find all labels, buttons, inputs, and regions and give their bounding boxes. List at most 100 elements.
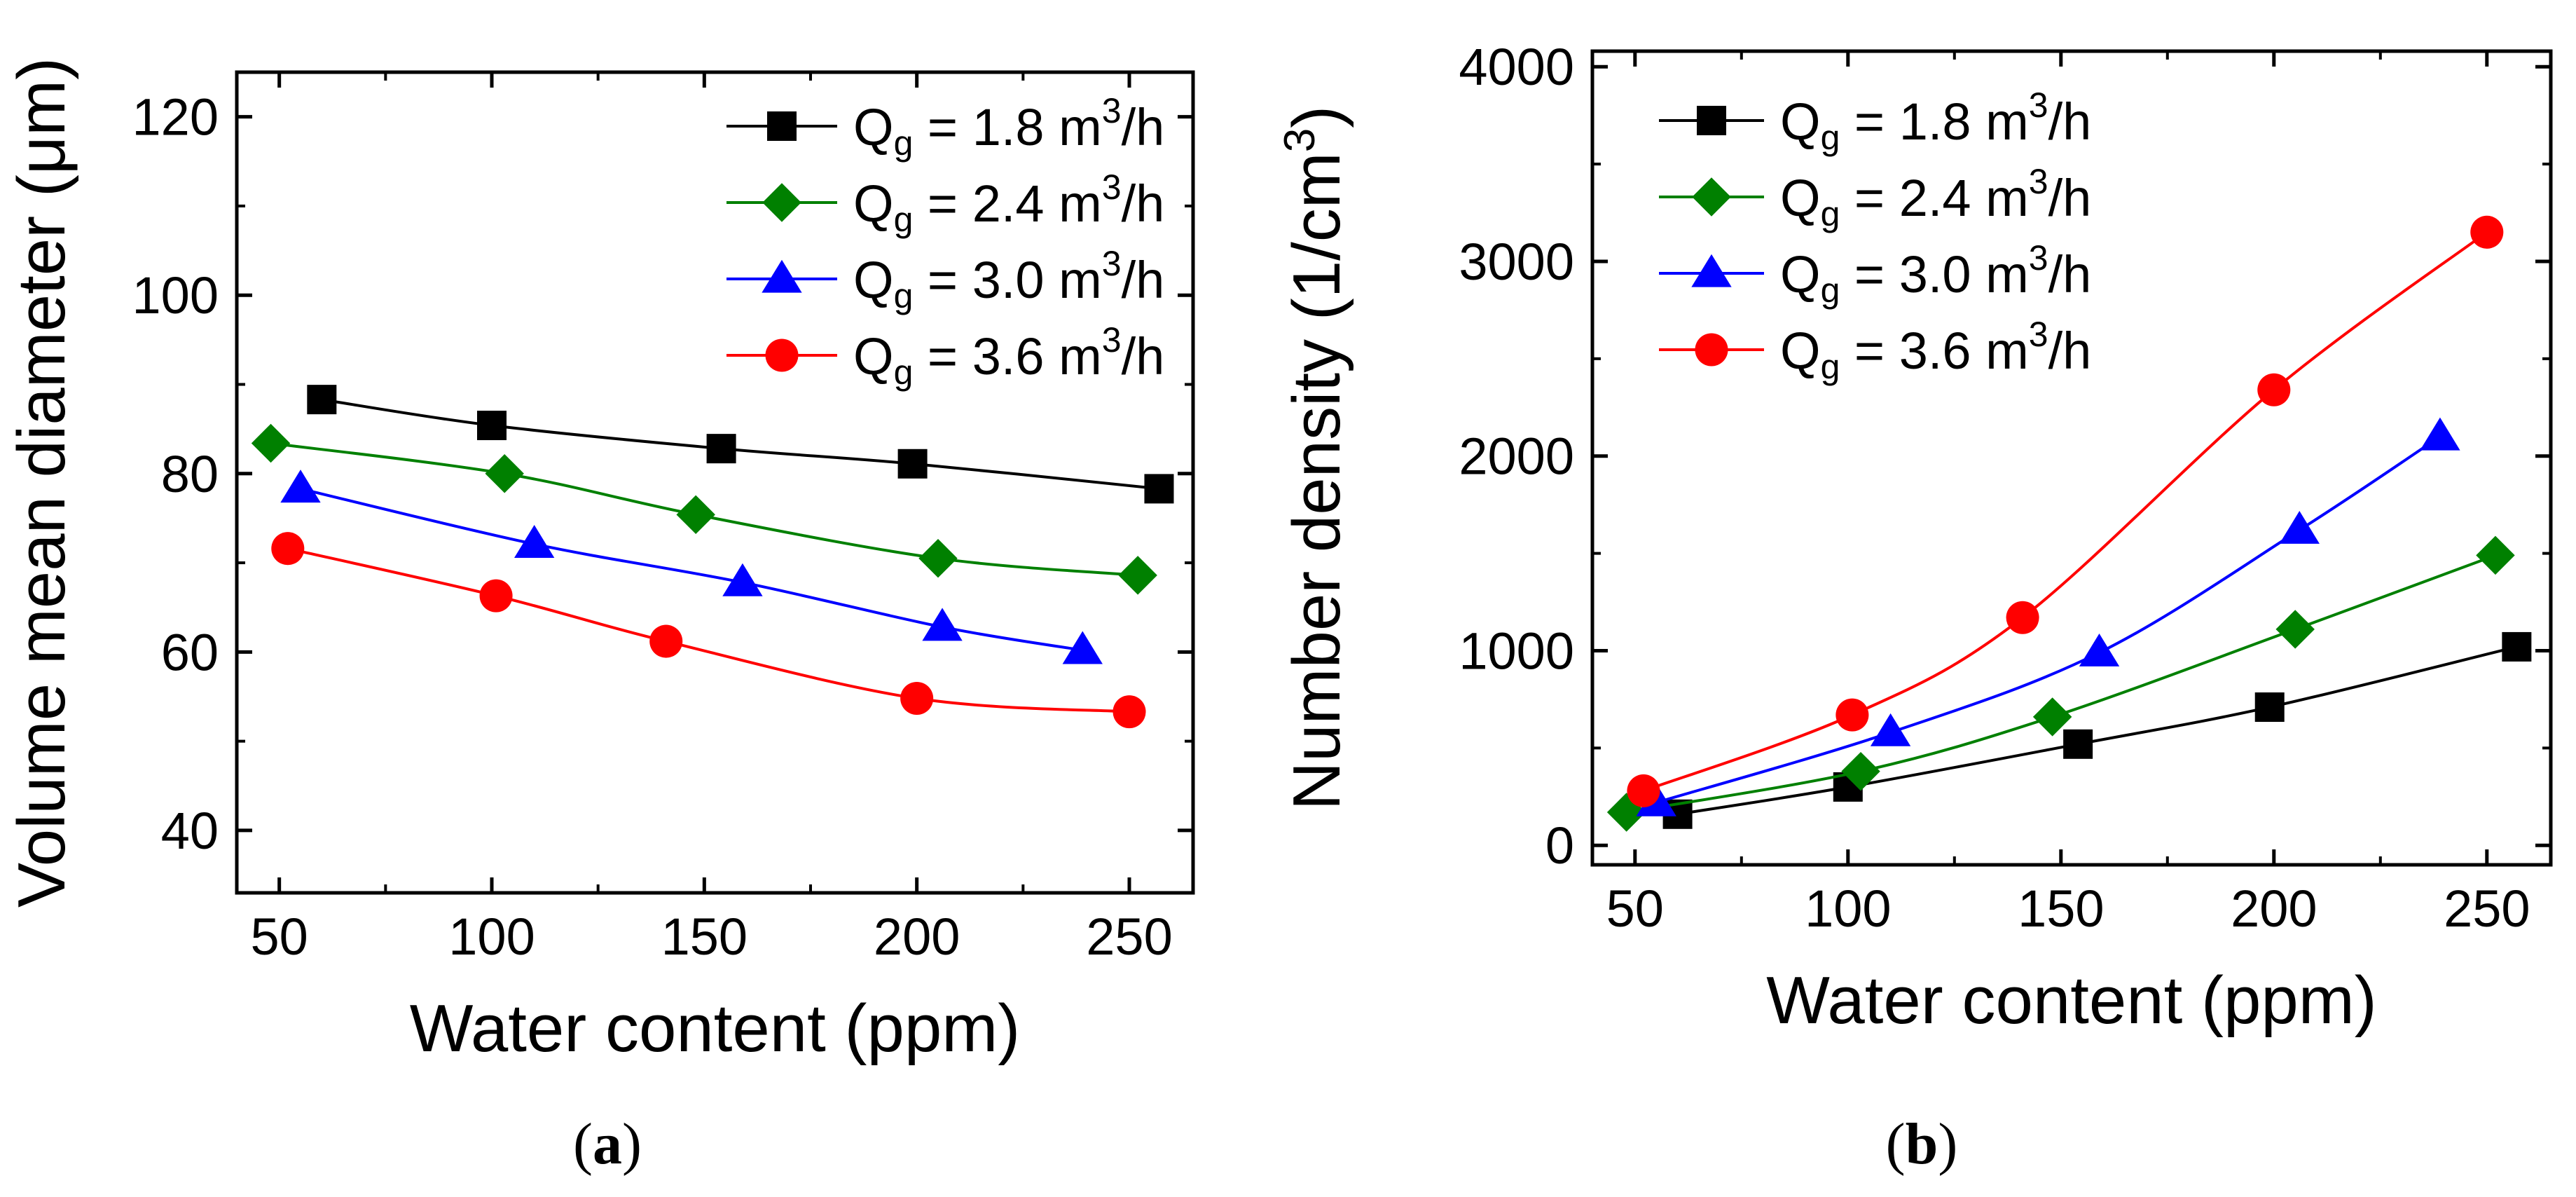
legend-label: Qg = 3.0 m3/h xyxy=(1780,238,2091,310)
x-tick-label: 100 xyxy=(1805,880,1891,938)
legend-marker xyxy=(762,259,802,293)
data-point xyxy=(922,608,963,641)
series-1.8 xyxy=(307,385,1174,504)
series-line xyxy=(322,398,1159,491)
data-point xyxy=(2006,601,2039,634)
data-point xyxy=(2502,631,2532,662)
data-point xyxy=(307,385,337,415)
data-point xyxy=(918,538,958,578)
legend-marker xyxy=(765,338,799,372)
data-point xyxy=(1113,695,1146,729)
series-3.6 xyxy=(271,532,1146,729)
legend-label: Qg = 1.8 m3/h xyxy=(853,91,1164,163)
x-tick-label: 50 xyxy=(251,908,308,966)
y-tick-label: 100 xyxy=(132,266,219,324)
y-axis-label: Number density (1/cm3) xyxy=(1276,106,1354,810)
data-point xyxy=(2257,373,2291,406)
x-tick-label: 250 xyxy=(1086,908,1172,966)
legend-marker xyxy=(1695,333,1728,367)
chart-panel-a: 50 100 150 200 250 40 60 80 100 120 Water content … xyxy=(4,57,1195,1066)
x-tick-label: 150 xyxy=(2018,880,2104,938)
legend-entry: Qg = 1.8 m3/h xyxy=(1659,86,2091,157)
legend-marker xyxy=(1691,254,1732,287)
data-point xyxy=(251,423,291,463)
plot-frame xyxy=(235,70,1195,895)
series-line xyxy=(287,547,1130,713)
series-line xyxy=(300,487,1083,652)
series-3.6 xyxy=(1627,215,2504,807)
data-point xyxy=(2279,510,2320,544)
y-tick-label: 120 xyxy=(132,88,219,146)
y-tick-label: 0 xyxy=(1545,816,1574,875)
panel-caption-b: (b) xyxy=(1886,1112,1958,1177)
data-point xyxy=(280,470,321,503)
data-point xyxy=(514,525,555,558)
legend-entry: Qg = 3.0 m3/h xyxy=(1659,238,2091,310)
chart-panel-b: 50 100 150 200 250 0 1000 2000 3000 4000 Water con… xyxy=(1276,38,2553,1038)
series-3.0 xyxy=(1636,417,2460,816)
series-line xyxy=(1677,645,2517,816)
y-tick-label: 3000 xyxy=(1459,233,1574,291)
data-point xyxy=(2420,417,2460,451)
plot-frame xyxy=(1590,49,2553,867)
x-tick-label: 200 xyxy=(2231,880,2317,938)
legend-label: Qg = 3.6 m3/h xyxy=(1780,315,2091,386)
y-tick-label: 80 xyxy=(161,445,219,503)
legend-label: Qg = 1.8 m3/h xyxy=(1780,86,2091,157)
x-tick-label: 250 xyxy=(2444,880,2530,938)
data-point xyxy=(1841,751,1880,791)
legend-label: Qg = 2.4 m3/h xyxy=(853,167,1164,239)
y-tick-label: 4000 xyxy=(1459,38,1574,96)
series-line xyxy=(1643,231,2488,793)
data-point xyxy=(1144,474,1174,504)
y-tick-label: 40 xyxy=(161,802,219,860)
data-point xyxy=(676,495,715,535)
data-point xyxy=(2470,215,2504,249)
legend-label: Qg = 3.0 m3/h xyxy=(853,244,1164,315)
legend-label: Qg = 2.4 m3/h xyxy=(1780,162,2091,233)
data-point xyxy=(1627,774,1660,807)
x-axis-label: Water content (ppm) xyxy=(410,991,1020,1066)
legend-label: Qg = 3.6 m3/h xyxy=(853,320,1164,392)
data-point xyxy=(900,682,934,716)
data-point xyxy=(271,532,305,566)
y-tick-label: 60 xyxy=(161,623,219,681)
data-point xyxy=(2079,633,2120,666)
data-point xyxy=(2275,610,2315,649)
x-tick-label: 150 xyxy=(661,908,748,966)
data-point xyxy=(649,624,683,658)
x-tick-label: 50 xyxy=(1606,880,1664,938)
legend-marker xyxy=(1692,177,1731,217)
legend-entry: Qg = 3.0 m3/h xyxy=(726,244,1164,315)
data-point xyxy=(722,563,763,596)
y-axis-label: Volume mean diameter (μm) xyxy=(4,57,79,908)
legend-entry: Qg = 2.4 m3/h xyxy=(726,167,1164,239)
series-2.4 xyxy=(1606,535,2515,832)
data-point xyxy=(2063,729,2093,759)
panel-captions: (a) (b) xyxy=(573,1112,1957,1177)
data-point xyxy=(477,411,507,441)
data-point xyxy=(2254,692,2285,723)
data-point xyxy=(2032,697,2072,737)
y-tick-label: 1000 xyxy=(1459,622,1574,680)
legend-marker xyxy=(762,183,801,222)
data-point xyxy=(485,454,524,493)
data-point xyxy=(706,434,736,464)
legend-entry: Qg = 1.8 m3/h xyxy=(726,91,1164,163)
x-tick-label: 200 xyxy=(874,908,960,966)
data-point xyxy=(1062,631,1103,664)
x-axis-label: Water content (ppm) xyxy=(1766,963,2376,1038)
panel-caption-a: (a) xyxy=(573,1112,642,1177)
data-point xyxy=(1835,698,1869,732)
data-point xyxy=(2476,535,2515,575)
y-tick-label: 2000 xyxy=(1459,427,1574,486)
data-point xyxy=(897,449,928,479)
legend-entry: Qg = 3.6 m3/h xyxy=(1659,315,2091,386)
legend-marker xyxy=(767,111,797,141)
series-2.4 xyxy=(251,423,1157,595)
legend-entry: Qg = 3.6 m3/h xyxy=(726,320,1164,392)
legend-marker xyxy=(1697,106,1726,135)
legend-entry: Qg = 2.4 m3/h xyxy=(1659,162,2091,233)
x-tick-label: 100 xyxy=(448,908,535,966)
